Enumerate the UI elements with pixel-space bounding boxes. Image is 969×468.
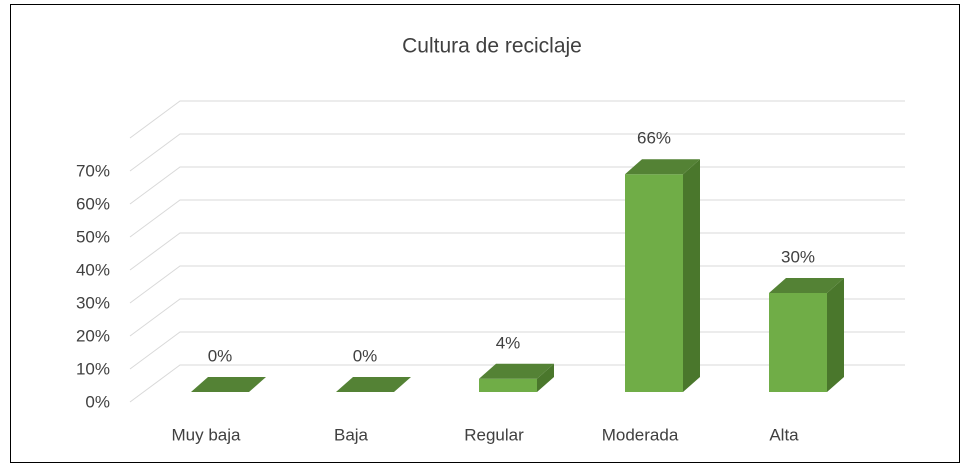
data-label: 4% (496, 333, 521, 352)
bar (769, 278, 844, 392)
x-tick-label: Regular (464, 425, 524, 444)
bar (479, 363, 554, 392)
grid-line (129, 133, 905, 172)
bar-front (625, 174, 683, 392)
bar (336, 377, 411, 392)
data-label: 0% (353, 346, 378, 365)
data-label: 66% (637, 129, 671, 148)
bar-top (479, 363, 554, 379)
y-tick-label: 70% (76, 161, 110, 180)
data-label: 30% (781, 247, 815, 266)
x-tick-label: Alta (769, 425, 799, 444)
bar-side (537, 363, 554, 392)
bar-top (625, 159, 700, 175)
bar-top (769, 278, 844, 293)
data-label: 0% (208, 346, 233, 365)
wall-top (129, 100, 905, 139)
bar-side (827, 278, 844, 392)
x-tick-label: Baja (334, 425, 369, 444)
bar-top (191, 377, 266, 392)
y-tick-label: 50% (76, 227, 110, 246)
y-tick-label: 60% (76, 194, 110, 213)
x-tick-label: Muy baja (172, 425, 242, 444)
bar-front (769, 293, 827, 392)
bar (625, 159, 700, 392)
bar-top (336, 377, 411, 392)
bar-front (479, 378, 537, 392)
y-tick-label: 30% (76, 293, 110, 312)
bar (191, 377, 266, 392)
y-tick-label: 10% (76, 359, 110, 378)
bar-side (683, 159, 700, 392)
x-tick-label: Moderada (602, 425, 679, 444)
y-tick-label: 0% (85, 392, 110, 411)
y-tick-label: 40% (76, 260, 110, 279)
chart-title: Cultura de reciclaje (402, 35, 582, 58)
y-tick-label: 20% (76, 326, 110, 345)
